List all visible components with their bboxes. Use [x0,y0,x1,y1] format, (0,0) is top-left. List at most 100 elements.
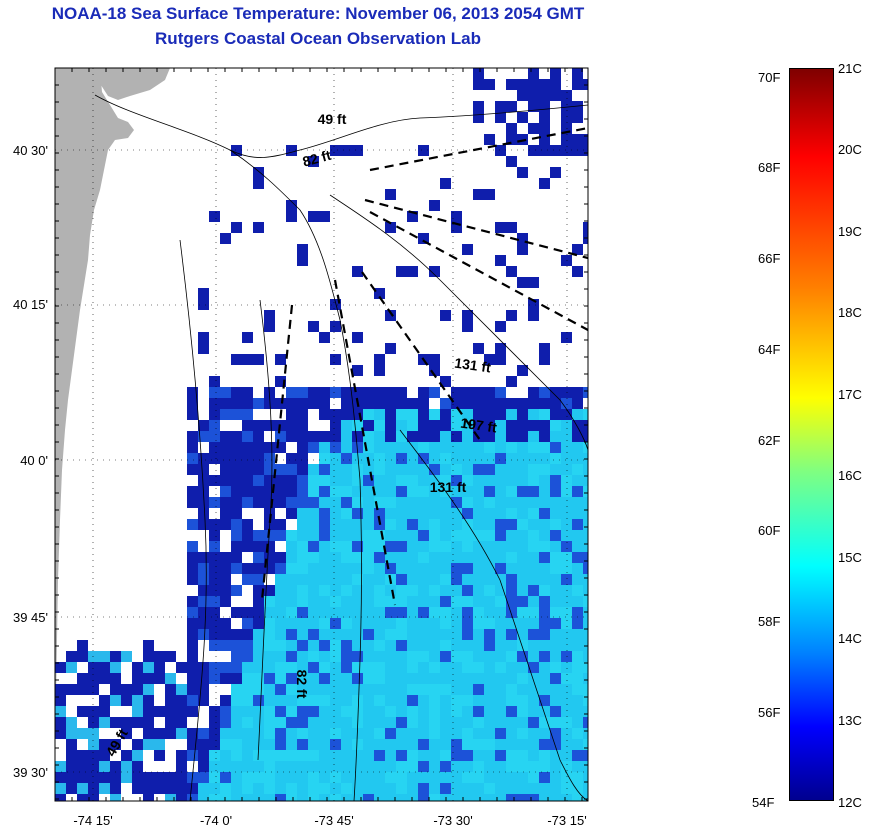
sst-pixel [407,497,418,508]
sst-pixel [462,761,473,772]
sst-pixel [275,728,286,739]
sst-pixel [352,420,363,431]
sst-pixel [495,640,506,651]
transect-2 [364,198,588,260]
sst-pixel [231,431,242,442]
sst-pixel [264,772,275,783]
sst-pixel [187,497,198,508]
sst-pixel [77,651,88,662]
sst-pixel [396,574,407,585]
sst-pixel [231,145,242,156]
sst-pixel [143,706,154,717]
sst-pixel [352,761,363,772]
sst-pixel [407,475,418,486]
sst-pixel [253,717,264,728]
sst-pixel [550,618,561,629]
sst-pixel [187,629,198,640]
sst-pixel [583,794,588,801]
sst-pixel [572,134,583,145]
sst-pixel [429,585,440,596]
sst-pixel [275,475,286,486]
sst-pixel [440,519,451,530]
sst-pixel [385,618,396,629]
sst-pixel [132,772,143,783]
sst-pixel [583,508,588,519]
sst-pixel [495,750,506,761]
sst-pixel [55,706,66,717]
sst-pixel [220,464,231,475]
sst-pixel [308,321,319,332]
sst-pixel [319,563,330,574]
sst-pixel [583,574,588,585]
sst-pixel [550,607,561,618]
sst-pixel [440,783,451,794]
sst-pixel [242,695,253,706]
sst-pixel [264,420,275,431]
sst-pixel [462,728,473,739]
sst-pixel [341,717,352,728]
sst-pixel [264,442,275,453]
sst-pixel [583,442,588,453]
sst-pixel [418,651,429,662]
sst-pixel [319,475,330,486]
sst-pixel [561,431,572,442]
sst-pixel [297,453,308,464]
sst-pixel [330,420,341,431]
sst-pixel [308,706,319,717]
sst-pixel [528,772,539,783]
sst-pixel [187,640,198,651]
sst-pixel [363,607,374,618]
sst-pixel [473,442,484,453]
sst-pixel [572,486,583,497]
sst-pixel [484,420,495,431]
sst-pixel [264,684,275,695]
sst-pixel [165,706,176,717]
sst-pixel [506,761,517,772]
sst-pixel-layer [55,68,588,801]
sst-pixel [440,585,451,596]
sst-pixel [275,662,286,673]
sst-pixel [88,750,99,761]
sst-pixel [418,530,429,541]
sst-pixel [572,387,583,398]
sst-pixel [539,431,550,442]
sst-pixel [330,618,341,629]
sst-pixel [308,640,319,651]
sst-pixel [451,607,462,618]
sst-pixel [561,255,572,266]
sst-pixel [451,717,462,728]
y-tick-label: 39 45' [12,610,48,625]
sst-pixel [341,651,352,662]
sst-pixel [561,332,572,343]
sst-pixel [319,519,330,530]
sst-pixel [352,530,363,541]
sst-pixel [198,574,209,585]
sst-pixel [341,706,352,717]
sst-pixel [451,475,462,486]
sst-pixel [506,134,517,145]
sst-pixel [55,728,66,739]
sst-pixel [418,629,429,640]
sst-pixel [539,618,550,629]
sst-pixel [550,442,561,453]
sst-pixel [396,464,407,475]
sst-pixel [484,629,495,640]
sst-pixel [352,618,363,629]
sst-pixel [385,475,396,486]
sst-pixel [297,761,308,772]
sst-pixel [462,750,473,761]
sst-pixel [341,772,352,783]
sst-pixel [528,640,539,651]
sst-pixel [462,530,473,541]
sst-pixel [297,629,308,640]
sst-pixel [583,629,588,640]
sst-pixel [451,640,462,651]
sst-pixel [506,640,517,651]
sst-pixel [209,475,220,486]
sst-pixel [297,783,308,794]
sst-pixel [374,772,385,783]
sst-pixel [275,750,286,761]
sst-pixel [154,706,165,717]
sst-pixel [385,464,396,475]
